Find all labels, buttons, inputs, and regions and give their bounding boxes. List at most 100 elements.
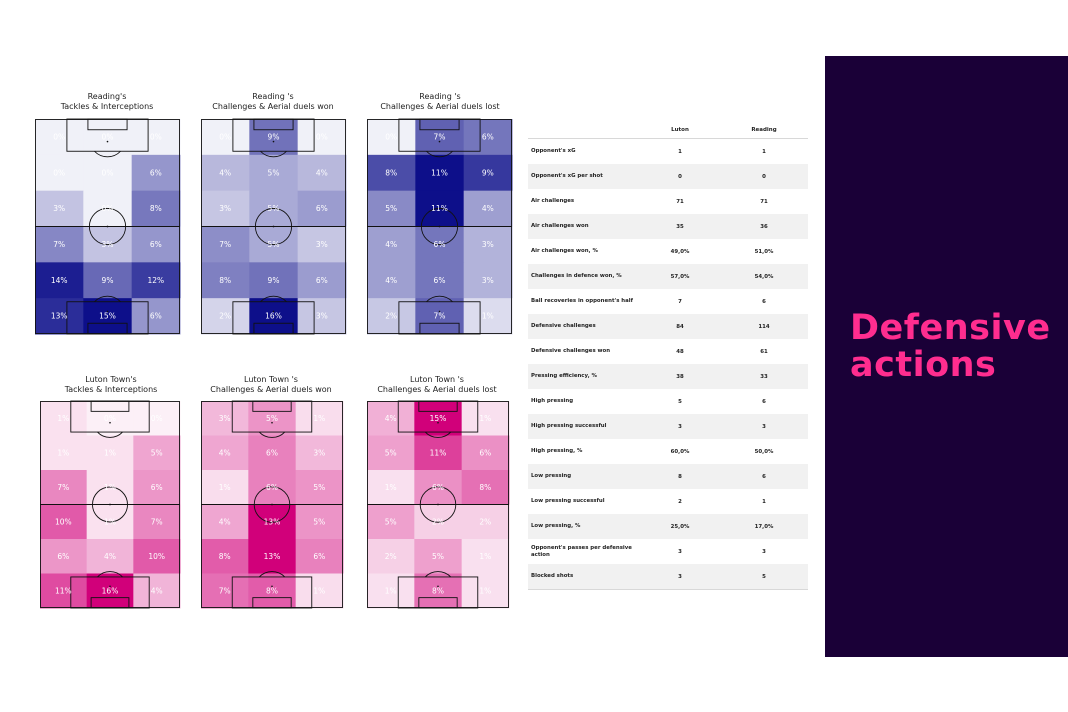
heatmap-cell-label: 0% (102, 133, 114, 142)
heatmap-cell-label: 2% (219, 312, 231, 321)
stats-rows: Opponent's xG 1 1 Opponent's xG per shot 0 0 A… (528, 139, 808, 589)
heatmap-cell-label: 3% (219, 204, 231, 213)
stats-row-luton-value: 48 (676, 348, 684, 355)
stats-table: Luton Reading Opponent's xG 1 1 Opponent's … (528, 122, 808, 590)
top-penalty-arc (97, 431, 123, 438)
heatmap-cell (131, 190, 181, 227)
stats-header-luton: Luton (671, 127, 689, 133)
heatmap-luton-duels-lost: 4% 15% 1% 5% 11% 6% 1% 6% 8% 5% 2% 2% 2% 5% 1% 1% 8% 1% (367, 400, 510, 609)
heatmap-cell (35, 298, 84, 335)
stats-row-luton-value: 7 (678, 298, 682, 305)
heatmap-cell (35, 190, 84, 227)
heatmap-cell-label: 6% (150, 168, 162, 177)
heatmap-cell-label: 8% (219, 276, 231, 285)
stats-row-reading-value: 17,0% (754, 523, 774, 530)
heatmap-cell-label: 5% (266, 414, 278, 423)
heatmap-cell (201, 190, 250, 227)
heatmap-cell (83, 190, 133, 227)
heatmap-cell (463, 226, 513, 263)
heatmap-cell (461, 435, 510, 471)
heatmap-cell (461, 470, 510, 505)
heatmap-cell-label: 3% (316, 240, 328, 249)
heatmap-cell (297, 226, 347, 263)
heatmap-cell-label: 4% (219, 448, 231, 457)
stats-row-luton-value: 3 (678, 423, 682, 430)
pitch-title-line2: Challenges & Aerial duels won (210, 384, 332, 394)
stats-row: High pressing 5 6 (528, 389, 808, 414)
stats-row: Opponent's xG per shot 0 0 (528, 164, 808, 189)
heatmap-cell-label: 6% (150, 312, 162, 321)
heatmap-cell-label: 11% (430, 448, 447, 457)
heatmap-cell-label: 1% (57, 448, 69, 457)
heatmap-cell-label: 5% (268, 240, 280, 249)
heatmap-cell (249, 298, 299, 335)
top-penalty-spot (437, 421, 439, 424)
heatmap-cell (83, 262, 133, 299)
stats-row-reading-value: 3 (762, 548, 766, 555)
heatmap-cell-label: 15% (430, 414, 447, 423)
heatmap-cell (201, 401, 249, 436)
heatmap-cell-label: 7% (57, 483, 69, 492)
pitch-title-line2: Challenges & Aerial duels won (212, 101, 334, 111)
stats-row-label: Low pressing successful (531, 498, 605, 505)
heatmap-cell (201, 435, 249, 471)
heatmap-cell-label: 6% (479, 448, 491, 457)
heatmap-cell-label: 7% (434, 312, 446, 321)
heatmap-cell-label: 8% (219, 552, 231, 561)
centre-circle (254, 207, 293, 246)
heatmap-cell (297, 119, 347, 156)
heatmap-cell (415, 154, 465, 192)
heatmap-cell (131, 226, 181, 263)
heatmap-cell (367, 190, 416, 227)
stats-row-luton-value: 84 (676, 323, 684, 330)
bottom-goal-box (90, 597, 130, 609)
centre-circle (253, 486, 291, 523)
heatmap-reading-tackles-interceptions: 0% 0% 0% 0% 0% 6% 3% 0% 8% 7% 3% 6% 14% 9% 12% 13% 15% 6% (35, 118, 181, 335)
heatmap-cell-label: 4% (151, 586, 163, 595)
stats-row-label: Defensive challenges (531, 323, 596, 330)
heatmap-cell-label: 7% (151, 517, 163, 526)
heatmap-cell-label: 4% (385, 414, 397, 423)
heatmap-cell-label: 5% (268, 168, 280, 177)
heatmap-cell (415, 119, 465, 156)
heatmap-cell (414, 470, 463, 505)
stats-row-reading-value: 51,0% (754, 248, 774, 255)
heatmap-cell (414, 401, 463, 436)
stats-row-reading-value: 1 (762, 148, 766, 155)
stats-row-luton-value: 71 (676, 198, 684, 205)
heatmap-cell (295, 470, 344, 505)
heatmap-cell (40, 435, 88, 471)
heatmap-cell-label: 12% (147, 276, 164, 285)
heatmap-cell (133, 470, 181, 505)
stats-row-label: High pressing successful (531, 423, 607, 430)
stats-row-label: Defensive challenges won (531, 348, 611, 355)
stats-row-label: Low pressing, % (531, 523, 581, 530)
heatmap-cell (131, 262, 181, 299)
heatmap-cell-label: 13% (264, 552, 281, 561)
heatmap-cell-label: 1% (385, 586, 397, 595)
stats-row-luton-value: 5 (678, 398, 682, 405)
stats-row-reading-value: 6 (762, 398, 766, 405)
heatmap-cell-label: 8% (150, 204, 162, 213)
heatmap-cell-label: 1% (219, 483, 231, 492)
stats-row-luton-value: 57,0% (670, 273, 690, 280)
top-penalty-spot (106, 140, 109, 143)
stats-row-label: High pressing, % (531, 448, 583, 455)
stats-row-luton-value: 3 (678, 548, 682, 555)
heatmap-luton-duels-won: 3% 5% 1% 4% 6% 3% 1% 6% 5% 4% 13% 5% 8% 13% 6% 7% 8% 1% (201, 400, 344, 609)
heatmap-cell (83, 154, 133, 192)
heatmap-cell-label: 0% (219, 133, 231, 142)
heatmap-cell-label: 0% (104, 414, 116, 423)
heatmap-cell-label: 3% (316, 312, 328, 321)
heatmap-cell-label: 3% (313, 448, 325, 457)
stats-row-luton-value: 0 (678, 173, 682, 180)
heatmap-cell (131, 154, 181, 192)
heatmap-cell-label: 0% (53, 133, 65, 142)
stats-row-reading-value: 33 (760, 373, 768, 380)
top-goal-box (252, 400, 292, 412)
heatmap-cell-label: 9% (268, 133, 280, 142)
side-panel: Defensive actions (825, 56, 1068, 657)
heatmap-cell (367, 401, 415, 436)
top-goal-box (253, 118, 294, 131)
heatmap-cell (367, 539, 415, 574)
